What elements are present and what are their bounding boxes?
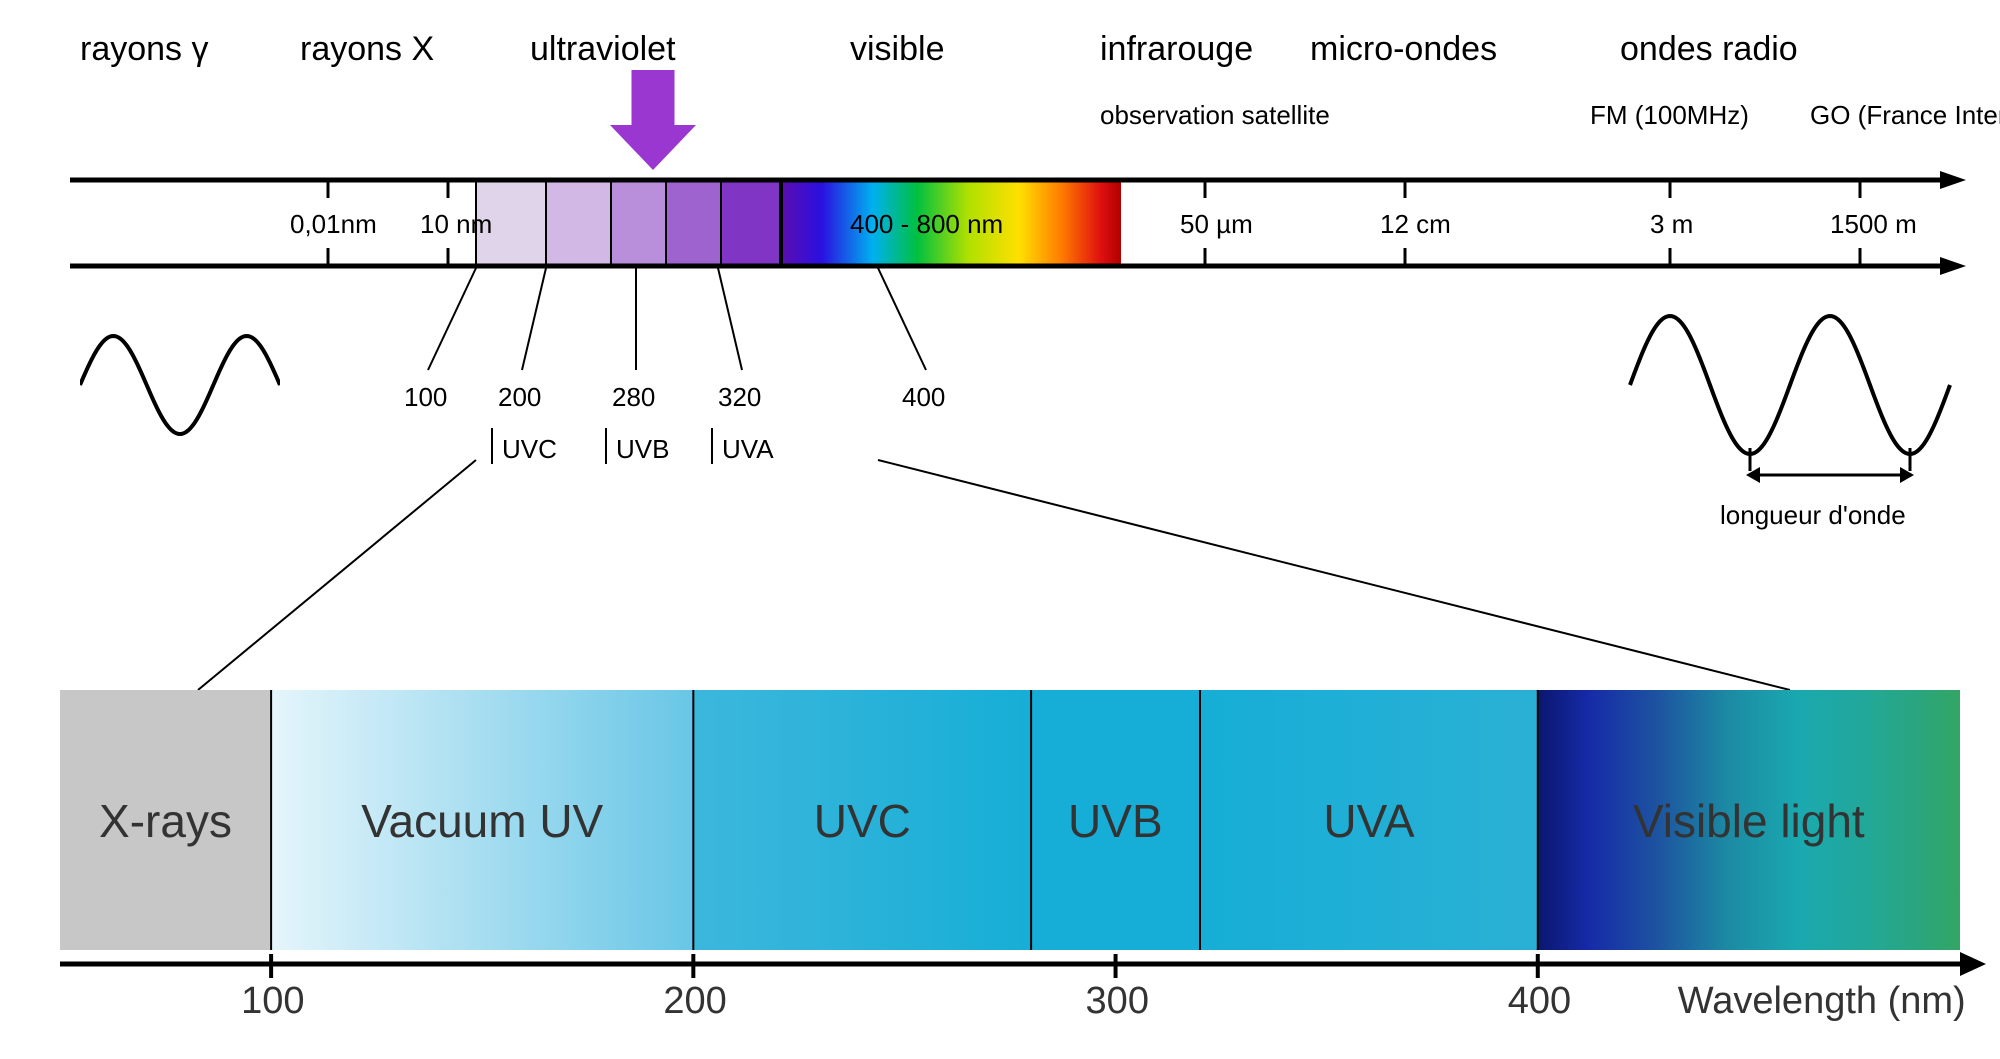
band-region-label: Vacuum UV (361, 794, 603, 848)
band-region-label: UVA (1323, 794, 1414, 848)
band-region-label: UVC (814, 794, 911, 848)
bottom-axis-title: Wavelength (nm) (1678, 980, 1966, 1023)
band-region-label: UVB (1068, 794, 1163, 848)
axis-tick-value: 100 (241, 980, 304, 1023)
bottom-uv-visible-band (0, 0, 2000, 1059)
band-region-label: X-rays (99, 794, 232, 848)
em-spectrum-diagram: rayons γrayons Xultravioletvisibleinfrar… (0, 0, 2000, 1059)
axis-tick-value: 400 (1508, 980, 1571, 1023)
axis-tick-value: 200 (663, 980, 726, 1023)
axis-tick-value: 300 (1086, 980, 1149, 1023)
band-region-label: Visible light (1633, 794, 1865, 848)
